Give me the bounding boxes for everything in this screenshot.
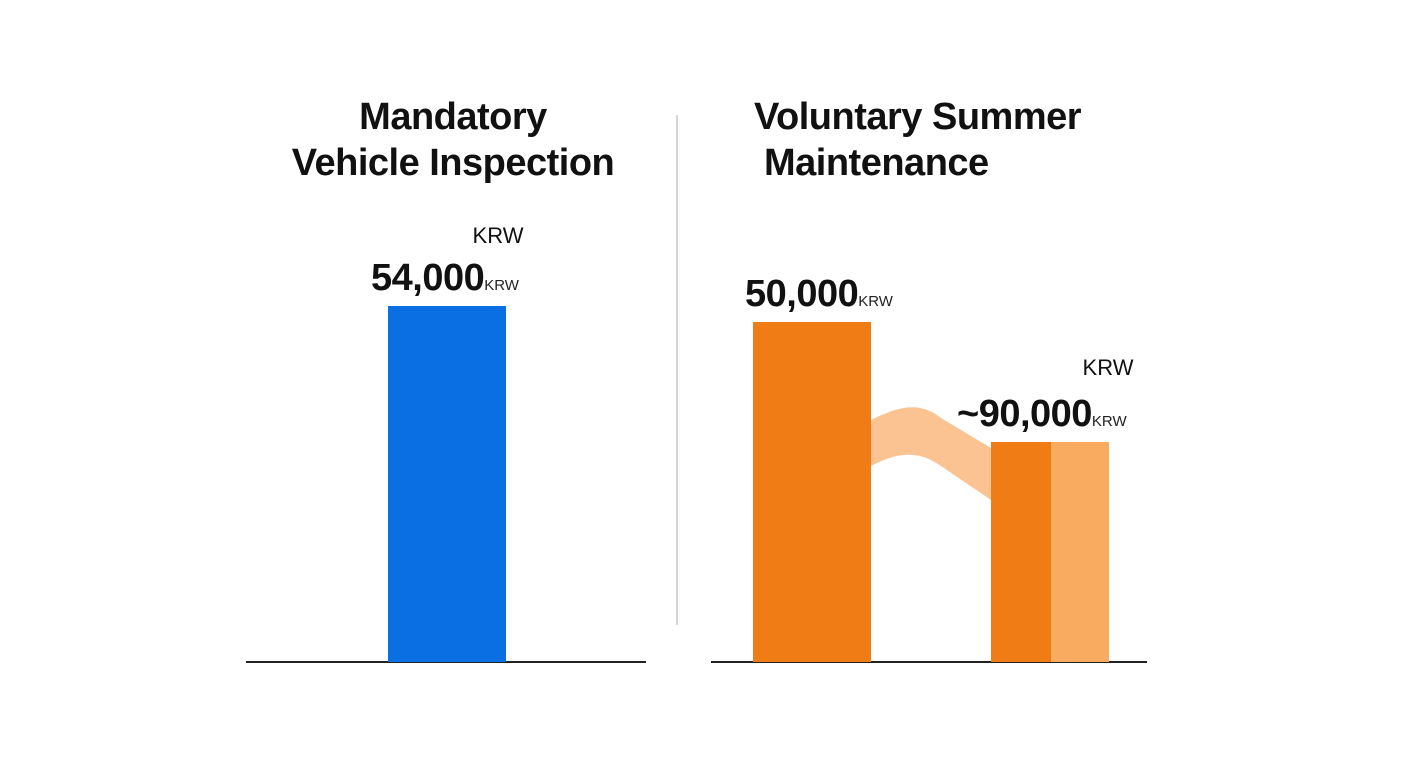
- right-chart-title: Voluntary Summer Maintenance: [754, 94, 1174, 186]
- right-value-number-1: 50,000: [745, 273, 858, 315]
- bar-summer-maintenance-2: [991, 442, 1051, 662]
- left-title-line-2: Vehicle Inspection: [291, 142, 615, 184]
- right-title-line-2: Maintenance: [764, 142, 989, 184]
- right-value-label-2: ~90,000KRW: [957, 393, 1127, 435]
- right-value-unit-2: KRW: [1092, 413, 1128, 430]
- right-value-label-1: 50,000KRW: [745, 273, 894, 315]
- left-title-line-1: Mandatory: [359, 96, 547, 138]
- right-value-number-2: ~90,000: [957, 393, 1092, 435]
- right-value-unit-1: KRW: [858, 293, 894, 310]
- right-unit-label: KRW: [1083, 355, 1134, 380]
- left-value-label: 54,000KRW: [371, 257, 520, 299]
- bar-summer-maintenance-2-range: [1051, 442, 1109, 662]
- left-unit-label: KRW: [473, 223, 524, 248]
- bar-mandatory-inspection: [388, 306, 506, 662]
- bar-summer-maintenance-1: [753, 322, 871, 662]
- right-title-line-1: Voluntary Summer: [754, 96, 1082, 138]
- bar-connector-band: [871, 407, 991, 500]
- left-value-unit: KRW: [484, 277, 520, 294]
- panel-divider: [676, 115, 678, 625]
- left-value-number: 54,000: [371, 257, 484, 299]
- left-chart-title: Mandatory Vehicle Inspection: [237, 94, 669, 186]
